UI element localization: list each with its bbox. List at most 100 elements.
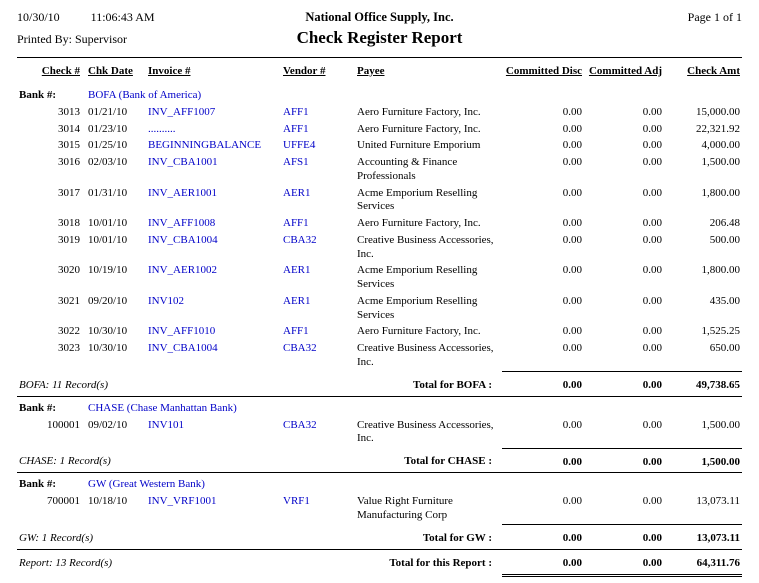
check-amount: 13,073.11 — [696, 495, 740, 507]
committed-adj-amount: 0.00 — [642, 495, 662, 507]
printed-by: Printed By: Supervisor — [17, 32, 127, 46]
payee-name: Aero Furniture Factory, Inc. — [357, 217, 481, 229]
check-date: 10/30/10 — [88, 342, 128, 354]
committed-adj-amount: 0.00 — [642, 418, 662, 431]
bank-total-disc: 0.00 — [502, 371, 584, 397]
bank-number-label: Bank #: — [19, 478, 56, 491]
bank-header-row: Bank #: BOFA (Bank of America) — [17, 84, 742, 105]
check-row: 700001 10/18/10 INV_VRF1001 VRF1 Value Right… — [17, 494, 742, 525]
report-total-amt: 64,311.76 — [664, 548, 742, 577]
committed-adj-amount: 0.00 — [642, 264, 662, 277]
bank-number-label: Bank #: — [19, 89, 56, 101]
committed-adj-amount: 0.00 — [642, 294, 662, 307]
check-date: 09/20/10 — [88, 294, 128, 307]
check-amount: 435.00 — [709, 294, 740, 307]
invoice-number: INV102 — [148, 294, 185, 307]
check-date: 10/19/10 — [88, 264, 128, 277]
vendor-number: AFF1 — [283, 122, 309, 135]
check-row: 100001 09/02/10 INV101 CBA32 Creative Busine… — [17, 418, 742, 449]
bank-total-amt: 49,738.65 — [664, 371, 742, 397]
check-number: 3019 — [58, 233, 80, 246]
vendor-number: AFF1 — [283, 217, 309, 229]
column-header-payee: Payee — [357, 65, 385, 77]
check-number: 3018 — [58, 217, 80, 229]
committed-adj-amount: 0.00 — [642, 122, 662, 135]
page-number: Page 1 of 1 — [687, 10, 742, 24]
column-header-vendor: Vendor # — [283, 65, 326, 77]
check-amount: 500.00 — [709, 233, 740, 246]
bank-record-count: CHASE: 1 Record(s) — [17, 448, 140, 474]
check-amount: 22,321.92 — [696, 122, 740, 135]
check-amount: 1,800.00 — [701, 264, 741, 277]
payee-name: United Furniture Emporium — [357, 139, 481, 152]
committed-disc-amount: 0.00 — [562, 342, 582, 354]
check-date: 10/01/10 — [88, 217, 128, 229]
payee-name: Creative Business Accessories, Inc. — [357, 342, 494, 368]
invoice-number: INV_CBA1001 — [148, 156, 218, 168]
bank-total-label: Total for BOFA : — [140, 371, 502, 397]
invoice-number: INV_CBA1004 — [148, 233, 218, 246]
vendor-number: CBA32 — [283, 233, 317, 246]
invoice-number: INV_AFF1008 — [148, 217, 216, 229]
bank-total-disc: 0.00 — [502, 524, 584, 550]
invoice-number: INV101 — [148, 418, 185, 431]
committed-disc-amount: 0.00 — [562, 233, 582, 246]
bank-total-adj: 0.00 — [584, 524, 664, 550]
report-header: 10/30/10 11:06:43 AM National Office Sup… — [17, 10, 742, 48]
bank-header-row: Bank #: GW (Great Western Bank) — [17, 473, 742, 494]
bank-total-adj: 0.00 — [584, 447, 664, 474]
check-number: 100001 — [47, 418, 80, 431]
committed-disc-amount: 0.00 — [562, 156, 582, 168]
payee-name: Aero Furniture Factory, Inc. — [357, 325, 481, 338]
column-header-committed-disc: Committed Disc — [505, 65, 582, 77]
check-row: 3018 10/01/10 INV_AFF1008 AFF1 Aero Furnitur… — [17, 216, 742, 233]
bank-record-count: GW: 1 Record(s) — [17, 524, 140, 550]
committed-adj-amount: 0.00 — [642, 325, 662, 338]
print-datetime: 10/30/10 11:06:43 AM — [17, 10, 155, 25]
column-header-invoice: Invoice # — [148, 65, 191, 77]
bank-total-label: Total for GW : — [140, 524, 502, 550]
committed-disc-amount: 0.00 — [562, 139, 582, 152]
check-row: 3015 01/25/10 BEGINNINGBALANCE UFFE4 United … — [17, 138, 742, 155]
check-row: 3021 09/20/10 INV102 AER1 Acme Emporium Rese… — [17, 294, 742, 325]
vendor-number: AER1 — [283, 264, 311, 277]
invoice-number: INV_AFF1010 — [148, 325, 216, 338]
bank-header-row: Bank #: CHASE (Chase Manhattan Bank) — [17, 396, 742, 417]
check-row: 3016 02/03/10 INV_CBA1001 AFS1 Accounting & … — [17, 155, 742, 186]
bank-total-row: GW: 1 Record(s) Total for GW :0.00 0.00 13,… — [17, 524, 742, 550]
column-header-check-amount: Check Amt — [687, 65, 740, 77]
report-total-row: Report: 13 Record(s) Total for this Repor… — [17, 548, 742, 577]
bank-total-adj: 0.00 — [584, 371, 664, 397]
vendor-number: UFFE4 — [283, 139, 316, 152]
check-amount: 1,800.00 — [701, 186, 741, 199]
bank-total-amt: 13,073.11 — [664, 524, 742, 550]
committed-disc-amount: 0.00 — [562, 264, 582, 277]
committed-adj-amount: 0.00 — [642, 156, 662, 168]
check-amount: 1,500.00 — [701, 418, 741, 431]
check-amount: 650.00 — [709, 342, 740, 354]
bank-name: GW (Great Western Bank) — [88, 478, 205, 491]
header-row-1: 10/30/10 11:06:43 AM National Office Sup… — [17, 10, 742, 25]
check-date: 10/01/10 — [88, 233, 128, 246]
check-number: 3023 — [58, 342, 80, 354]
check-date: 02/03/10 — [88, 156, 128, 168]
check-amount: 206.48 — [709, 217, 740, 229]
check-date: 01/23/10 — [88, 122, 128, 135]
vendor-number: AFS1 — [283, 156, 309, 168]
column-header-check-date: Chk Date — [88, 65, 133, 77]
check-date: 09/02/10 — [88, 418, 128, 431]
bank-name: CHASE (Chase Manhattan Bank) — [88, 401, 237, 414]
check-amount: 4,000.00 — [701, 139, 741, 152]
invoice-number: INV_VRF1001 — [148, 495, 217, 507]
invoice-number: BEGINNINGBALANCE — [148, 139, 262, 152]
payee-name: Creative Business Accessories, Inc. — [357, 233, 494, 260]
payee-name: Acme Emporium Reselling Services — [357, 186, 478, 213]
committed-adj-amount: 0.00 — [642, 233, 662, 246]
check-number: 3014 — [58, 122, 80, 135]
header-divider-line — [17, 57, 742, 58]
report-title: Check Register Report — [296, 28, 463, 47]
header-row-2: Printed By: Supervisor Check Register Re… — [17, 25, 742, 48]
invoice-number: INV_CBA1004 — [148, 342, 218, 354]
invoice-number: INV_AFF1007 — [148, 105, 216, 118]
